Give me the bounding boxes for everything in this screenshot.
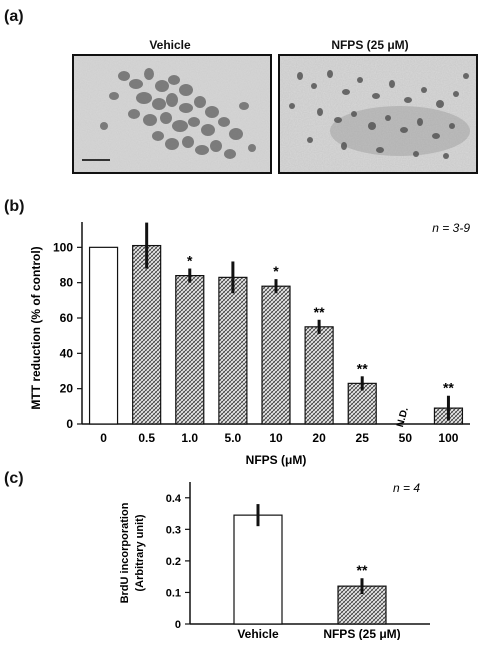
n-label: n = 3-9 <box>432 221 470 235</box>
x-tick-label: 100 <box>438 431 458 445</box>
vehicle-image-title: Vehicle <box>149 38 191 52</box>
y-tick-label: 80 <box>60 276 74 290</box>
bar <box>132 244 162 425</box>
panel-b-label: (b) <box>4 198 25 215</box>
y-axis-title-line1: BrdU incorporation <box>119 502 131 603</box>
y-tick-label: 100 <box>53 240 73 254</box>
bar <box>218 276 248 425</box>
x-tick-label: 10 <box>269 431 283 445</box>
significance-marker: ** <box>357 562 368 578</box>
y-tick-label: 60 <box>60 311 74 325</box>
bar <box>347 382 377 425</box>
panel-a-label: (a) <box>4 8 24 25</box>
vehicle-micrograph <box>72 54 272 174</box>
x-tick-label: 25 <box>356 431 370 445</box>
y-tick-label: 20 <box>60 382 74 396</box>
nfps-micrograph <box>278 54 478 174</box>
y-axis-title: MTT reduction (% of control) <box>29 246 43 409</box>
n-label: n = 4 <box>393 481 420 495</box>
significance-marker: ** <box>314 304 325 320</box>
y-tick-label: 0 <box>175 619 181 631</box>
x-tick-label: 20 <box>312 431 326 445</box>
significance-marker: * <box>273 263 279 279</box>
bar <box>304 326 334 425</box>
x-axis-title: NFPS (μM) <box>246 453 307 467</box>
significance-marker: * <box>187 253 193 269</box>
panel-c-label: (c) <box>4 470 24 487</box>
nfps-micrograph-image <box>280 56 476 172</box>
brdu-chart: 0 0.1 0.2 0.3 0.4 Vehicle ** NFPS (25 μM) BrdU i… <box>119 481 430 640</box>
x-tick-label: Vehicle <box>237 627 279 640</box>
significance-marker: ** <box>357 360 368 376</box>
x-tick-label: 5.0 <box>225 431 242 445</box>
not-detected-label: N.D. <box>395 406 411 428</box>
x-tick-label: 1.0 <box>181 431 198 445</box>
x-tick-label: 0.5 <box>138 431 155 445</box>
x-tick-label: 0 <box>100 431 107 445</box>
y-tick-label: 40 <box>60 346 74 360</box>
y-tick-label: 0.1 <box>166 587 181 599</box>
significance-marker: ** <box>443 380 454 396</box>
bar <box>88 246 119 425</box>
y-tick-label: 0.2 <box>166 556 181 568</box>
x-tick-label: NFPS (25 μM) <box>323 627 400 640</box>
bar <box>233 514 283 625</box>
bar <box>261 285 291 425</box>
mtt-chart: 0 20 40 60 80 100 0 0.5 * 1.0 5.0 * 10 ** 20 ** 25 N.D. 50… <box>29 221 470 467</box>
x-tick-label: 50 <box>399 431 413 445</box>
y-axis-title-line2: (Arbitrary unit) <box>134 514 146 591</box>
y-tick-label: 0 <box>66 417 73 431</box>
bar <box>175 274 205 425</box>
nfps-image-title: NFPS (25 μM) <box>331 38 409 52</box>
vehicle-micrograph-image <box>74 56 270 172</box>
y-tick-label: 0.3 <box>166 524 181 536</box>
y-tick-label: 0.4 <box>166 493 182 505</box>
